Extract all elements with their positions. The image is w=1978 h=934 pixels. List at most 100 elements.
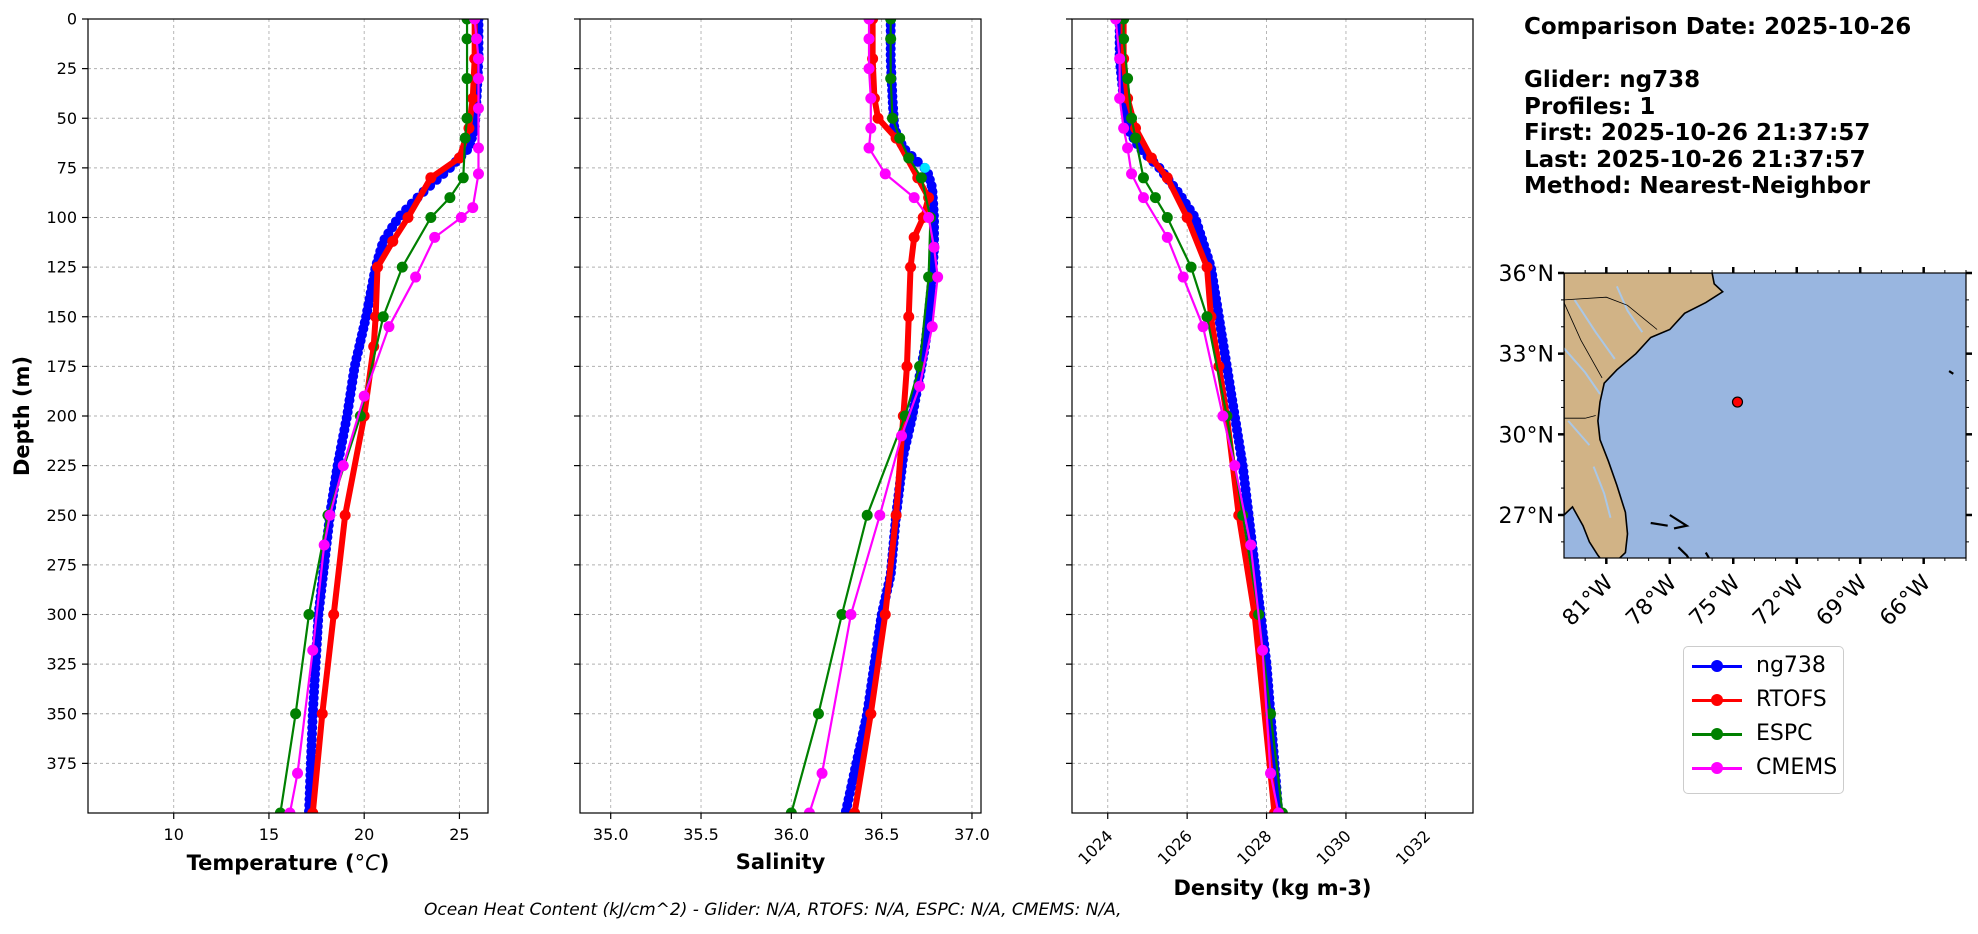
profile-count: Profiles: 1: [1524, 93, 1656, 120]
series-point-CMEMS: [865, 92, 877, 104]
series-point-CMEMS: [467, 202, 479, 214]
series-point-CMEMS: [1122, 142, 1134, 154]
series-point-ESPC: [274, 807, 286, 813]
series-point-CMEMS: [337, 460, 349, 472]
x-tick-label: 15: [259, 825, 279, 844]
series-point-CMEMS: [1137, 192, 1149, 204]
series-point-RTOFS: [849, 807, 861, 813]
series-point-RTOFS: [425, 172, 437, 184]
y-axis-label: Depth (m): [10, 356, 34, 476]
series-point-CMEMS: [472, 168, 484, 180]
series-point-ESPC: [923, 271, 935, 283]
x-tick-label: 25: [449, 825, 469, 844]
legend-label: ESPC: [1756, 721, 1813, 746]
series-point-CMEMS: [879, 168, 891, 180]
series-point-CMEMS: [863, 33, 875, 45]
x-axis-label-end: ): [380, 851, 390, 875]
river: [1567, 420, 1591, 446]
series-point-ESPC: [812, 708, 824, 720]
legend-marker: [1711, 762, 1723, 774]
series-point-CMEMS: [1110, 19, 1122, 25]
map-frame: [1563, 272, 1967, 559]
series-point-CMEMS: [324, 509, 336, 521]
comparison-date: Comparison Date: 2025-10-26: [1524, 14, 1912, 40]
river: [1564, 347, 1601, 395]
legend-marker: [1711, 660, 1723, 672]
series-point-ESPC: [461, 33, 473, 45]
series-point-CMEMS: [1272, 807, 1284, 813]
series-point-CMEMS: [1114, 53, 1126, 65]
series-point-RTOFS: [316, 708, 328, 720]
series-point-CMEMS: [1257, 644, 1269, 656]
series-point-CMEMS: [284, 807, 296, 813]
series-point-ESPC: [1201, 311, 1213, 323]
lon-label: 81°W: [1558, 570, 1619, 631]
x-axis-label: Temperature (°C): [187, 851, 390, 875]
y-tick-label: 375: [46, 754, 77, 773]
series-point-CMEMS: [926, 321, 938, 333]
y-tick-label: 175: [46, 357, 77, 376]
series-point-ng738: [912, 156, 923, 167]
lon-label: 75°W: [1685, 570, 1746, 631]
series-point-RTOFS: [865, 708, 877, 720]
series-point-ESPC: [290, 708, 302, 720]
series-point-CMEMS: [908, 192, 920, 204]
series-point-ESPC: [1122, 73, 1134, 85]
legend-item-cmems: CMEMS: [1692, 753, 1842, 783]
legend-item-espc: ESPC: [1692, 719, 1842, 749]
series-point-CMEMS: [1217, 410, 1229, 422]
series-point-ESPC: [836, 609, 848, 620]
lat-label: 33°N: [1499, 343, 1554, 368]
series-point-CMEMS: [803, 807, 815, 813]
series-point-ESPC: [915, 172, 927, 184]
x-tick-label: 1032: [1392, 826, 1434, 868]
x-axis-label-unit: °C: [355, 851, 381, 875]
series-point-ESPC: [1137, 172, 1149, 184]
island: [1677, 546, 1690, 558]
series-point-CMEMS: [1177, 271, 1189, 283]
series-point-CMEMS: [863, 63, 875, 75]
lat-label: 30°N: [1499, 423, 1554, 448]
panel-density: 1024 1026 1028 1030 1032 Density (kg m-3): [1066, 18, 1474, 900]
legend-label: ng738: [1756, 653, 1826, 678]
series-point-RTOFS: [372, 261, 384, 273]
series-point-ESPC: [459, 132, 471, 144]
series-point-ESPC: [377, 311, 389, 323]
series-point-CMEMS: [874, 509, 886, 521]
series-point-CMEMS: [896, 430, 908, 442]
series-point-CMEMS: [455, 212, 467, 223]
series-point-RTOFS: [387, 235, 399, 247]
last-time: Last: 2025-10-26 21:37:57: [1524, 146, 1866, 173]
y-tick-label: 200: [46, 407, 77, 426]
series-point-CMEMS: [865, 122, 877, 134]
legend-item-rtofs: RTOFS: [1692, 685, 1842, 715]
series-point-CMEMS: [863, 19, 875, 25]
series-point-CMEMS: [914, 380, 926, 392]
series-point-ESPC: [903, 152, 915, 164]
series-point-CMEMS: [923, 212, 935, 223]
info-spacer: [1524, 41, 1911, 68]
x-axis-label: Salinity: [736, 850, 826, 874]
series-point-ESPC: [894, 132, 906, 144]
series-point-CMEMS: [410, 271, 422, 283]
series-point-RTOFS: [1161, 172, 1173, 184]
island: [1650, 521, 1668, 527]
series-group: [274, 19, 484, 813]
series-point-CMEMS: [1265, 767, 1277, 779]
series-point-ESPC: [303, 609, 315, 620]
series-point-CMEMS: [383, 321, 395, 333]
series-point-CMEMS: [932, 271, 944, 283]
river: [1615, 285, 1644, 333]
series-point-RTOFS: [339, 509, 351, 521]
island: [1704, 552, 1711, 558]
series-point-CMEMS: [1114, 92, 1126, 104]
series-point-RTOFS: [402, 212, 414, 223]
x-tick-label: 1026: [1154, 826, 1196, 868]
series-point-CMEMS: [1245, 539, 1257, 551]
series-point-RTOFS: [905, 261, 917, 273]
series-point-CMEMS: [1126, 168, 1138, 180]
series-point-RTOFS: [879, 609, 891, 620]
x-tick-label: 1030: [1313, 826, 1355, 868]
state-border: [1564, 296, 1658, 330]
series-point-CMEMS: [472, 102, 484, 114]
